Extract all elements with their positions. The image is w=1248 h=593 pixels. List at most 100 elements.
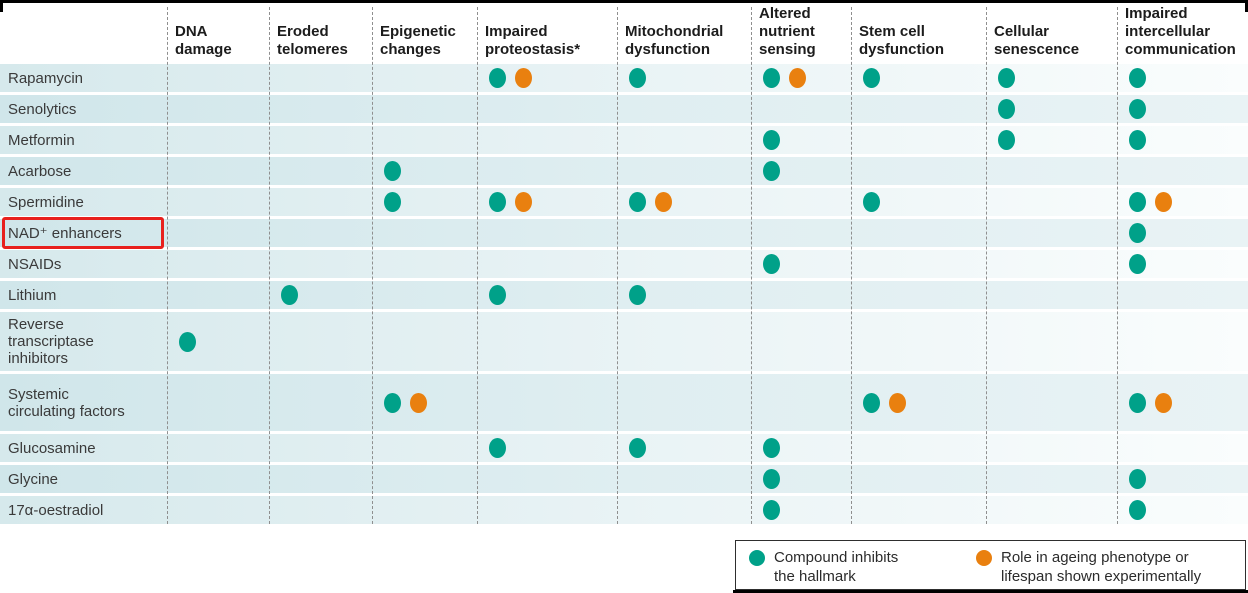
cell-impaired_intercellular_communication [1117, 219, 1248, 247]
cell-altered_nutrient_sensing [751, 312, 851, 371]
row-label-text: Spermidine [8, 193, 84, 211]
cell-stem_cell_dysfunction [851, 281, 986, 309]
row-label: NAD⁺ enhancers [0, 217, 167, 249]
legend-item-experimental: Role in ageing phenotype or lifespan sho… [976, 548, 1201, 586]
table-row: Acarbose [0, 157, 1248, 185]
column-header-impaired_proteostasis: Impaired proteostasis* [485, 23, 581, 58]
table-row: Systemic circulating factors [0, 374, 1248, 431]
cell-stem_cell_dysfunction [851, 434, 986, 462]
top-border-bar [0, 0, 1248, 3]
cell-impaired_intercellular_communication [1117, 281, 1248, 309]
cell-dna_damage [167, 374, 269, 431]
experimental-dot [1155, 192, 1172, 212]
row-label-text: Lithium [8, 286, 57, 304]
cell-impaired_intercellular_communication [1117, 374, 1248, 431]
inhibits-dot [384, 192, 401, 212]
cell-mitochondrial_dysfunction [617, 465, 751, 493]
cell-cellular_senescence [986, 465, 1117, 493]
cell-mitochondrial_dysfunction [617, 219, 751, 247]
cell-impaired_intercellular_communication [1117, 64, 1248, 92]
experimental-dot [410, 392, 427, 413]
row-label-text: NSAIDs [8, 255, 62, 273]
cell-dna_damage [167, 250, 269, 278]
row-label: Glycine [0, 465, 167, 493]
cell-cellular_senescence [986, 250, 1117, 278]
cell-eroded_telomeres [269, 281, 372, 309]
row-label: Glucosamine [0, 434, 167, 462]
row-label: Lithium [0, 281, 167, 309]
header-row: DNA damage Eroded telomeres Epigenetic cha… [0, 3, 1248, 62]
legend: Compound inhibits the hallmark Role in a… [735, 540, 1246, 590]
cell-cellular_senescence [986, 188, 1117, 216]
cell-cellular_senescence [986, 157, 1117, 185]
cell-mitochondrial_dysfunction [617, 157, 751, 185]
cell-altered_nutrient_sensing [751, 95, 851, 123]
cell-cellular_senescence [986, 312, 1117, 371]
cell-impaired_intercellular_communication [1117, 95, 1248, 123]
inhibits-dot [863, 192, 880, 212]
cell-altered_nutrient_sensing [751, 465, 851, 493]
cell-impaired_intercellular_communication [1117, 312, 1248, 371]
cell-impaired_intercellular_communication [1117, 250, 1248, 278]
cell-impaired_proteostasis [477, 374, 617, 431]
table-row: Spermidine [0, 188, 1248, 216]
cell-eroded_telomeres [269, 312, 372, 371]
cell-epigenetic_changes [372, 157, 477, 185]
cell-stem_cell_dysfunction [851, 374, 986, 431]
cell-stem_cell_dysfunction [851, 126, 986, 154]
inhibits-dot [629, 192, 646, 212]
inhibits-dot [489, 68, 506, 88]
cell-mitochondrial_dysfunction [617, 64, 751, 92]
table-row: 17α-oestradiol [0, 496, 1248, 524]
cell-dna_damage [167, 126, 269, 154]
inhibits-dot [629, 68, 646, 88]
cell-cellular_senescence [986, 434, 1117, 462]
cell-dna_damage [167, 434, 269, 462]
inhibits-dot [1129, 469, 1146, 489]
cell-stem_cell_dysfunction [851, 312, 986, 371]
header-spacer [0, 59, 167, 62]
inhibits-dot [1129, 392, 1146, 413]
inhibits-dot [384, 392, 401, 413]
row-label: Senolytics [0, 95, 167, 123]
column-header-eroded_telomeres: Eroded telomeres [277, 23, 348, 58]
inhibits-dot [1129, 130, 1146, 150]
experimental-dot [1155, 392, 1172, 413]
inhibits-dot [763, 500, 780, 520]
cell-epigenetic_changes [372, 64, 477, 92]
cell-stem_cell_dysfunction [851, 465, 986, 493]
cell-cellular_senescence [986, 374, 1117, 431]
inhibits-dot [489, 192, 506, 212]
cell-dna_damage [167, 95, 269, 123]
cell-dna_damage [167, 312, 269, 371]
cell-impaired_intercellular_communication [1117, 157, 1248, 185]
inhibits-dot [179, 331, 196, 352]
cell-impaired_proteostasis [477, 157, 617, 185]
cell-altered_nutrient_sensing [751, 157, 851, 185]
cell-epigenetic_changes [372, 219, 477, 247]
cell-epigenetic_changes [372, 250, 477, 278]
cell-dna_damage [167, 465, 269, 493]
row-label: Acarbose [0, 157, 167, 185]
cell-impaired_proteostasis [477, 465, 617, 493]
cell-eroded_telomeres [269, 250, 372, 278]
cell-altered_nutrient_sensing [751, 219, 851, 247]
cell-altered_nutrient_sensing [751, 250, 851, 278]
table-row: NAD⁺ enhancers [0, 217, 1248, 249]
cell-mitochondrial_dysfunction [617, 496, 751, 524]
row-label: NSAIDs [0, 250, 167, 278]
cell-eroded_telomeres [269, 157, 372, 185]
cell-altered_nutrient_sensing [751, 374, 851, 431]
row-label: Rapamycin [0, 64, 167, 92]
cell-altered_nutrient_sensing [751, 281, 851, 309]
table-row: Rapamycin [0, 64, 1248, 92]
inhibits-dot [998, 68, 1015, 88]
row-label-text: Reverse transcriptase inhibitors [8, 316, 94, 367]
cell-stem_cell_dysfunction [851, 157, 986, 185]
table-row: Metformin [0, 126, 1248, 154]
cell-impaired_intercellular_communication [1117, 188, 1248, 216]
cell-impaired_proteostasis [477, 188, 617, 216]
table-row: Glycine [0, 465, 1248, 493]
row-label: Systemic circulating factors [0, 374, 167, 431]
cell-impaired_intercellular_communication [1117, 126, 1248, 154]
